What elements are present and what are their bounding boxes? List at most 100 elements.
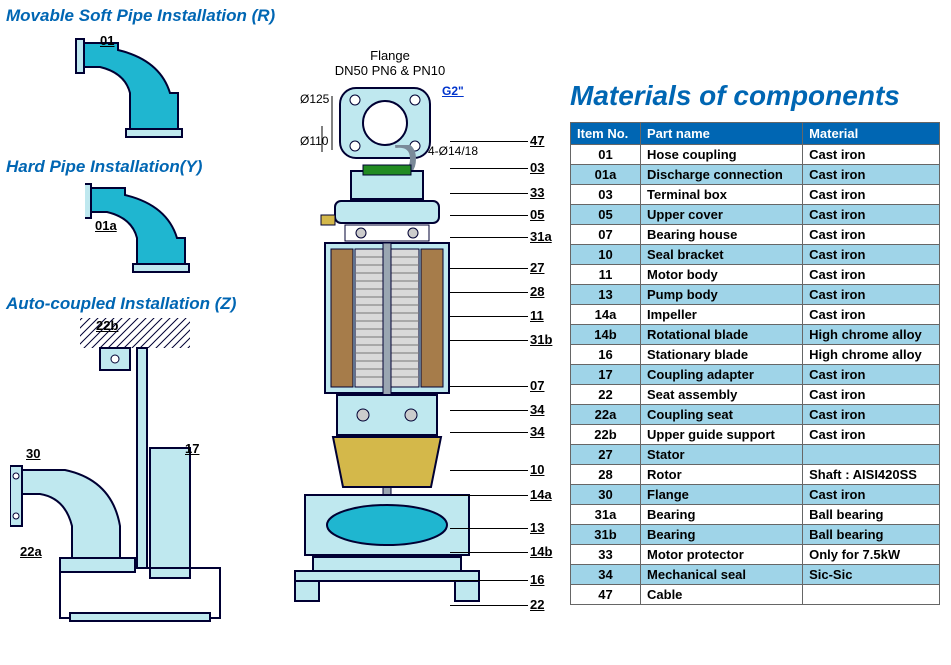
callout-line: [450, 268, 528, 269]
th-part: Part name: [641, 123, 803, 145]
cell-material: Cast iron: [803, 365, 940, 385]
table-row: 27Stator: [571, 445, 940, 465]
cell-part: Seat assembly: [641, 385, 803, 405]
cell-part: Bearing house: [641, 225, 803, 245]
callout-28: 28: [530, 284, 544, 299]
cell-material: Cast iron: [803, 145, 940, 165]
table-row: 01aDischarge connectionCast iron: [571, 165, 940, 185]
table-row: 05Upper coverCast iron: [571, 205, 940, 225]
cell-item: 10: [571, 245, 641, 265]
cell-part: Bearing: [641, 525, 803, 545]
cell-part: Motor protector: [641, 545, 803, 565]
callout-line: [450, 432, 528, 433]
cell-item: 22a: [571, 405, 641, 425]
cell-item: 28: [571, 465, 641, 485]
cell-item: 27: [571, 445, 641, 465]
table-row: 01Hose couplingCast iron: [571, 145, 940, 165]
cell-material: [803, 445, 940, 465]
cell-item: 33: [571, 545, 641, 565]
callout-line: [450, 215, 528, 216]
diagram-pump-cutaway: [255, 145, 515, 645]
callout-line: [450, 470, 528, 471]
callout-line: [450, 168, 528, 169]
cell-part: Stator: [641, 445, 803, 465]
cell-item: 47: [571, 585, 641, 605]
cell-part: Impeller: [641, 305, 803, 325]
label-01: 01: [100, 33, 114, 48]
cell-part: Discharge connection: [641, 165, 803, 185]
label-22b: 22b: [96, 318, 118, 333]
label-17: 17: [185, 441, 199, 456]
cell-part: Upper guide support: [641, 425, 803, 445]
callout-line: [450, 386, 528, 387]
materials-table: Item No. Part name Material 01Hose coupl…: [570, 122, 940, 605]
table-row: 22bUpper guide supportCast iron: [571, 425, 940, 445]
cell-material: Cast iron: [803, 425, 940, 445]
callout-47: 47: [530, 133, 544, 148]
callout-34: 34: [530, 402, 544, 417]
cell-item: 16: [571, 345, 641, 365]
cell-part: Coupling adapter: [641, 365, 803, 385]
callout-line: [450, 292, 528, 293]
callout-05: 05: [530, 207, 544, 222]
cell-part: Bearing: [641, 505, 803, 525]
table-row: 31bBearingBall bearing: [571, 525, 940, 545]
table-row: 17Coupling adapterCast iron: [571, 365, 940, 385]
callout-10: 10: [530, 462, 544, 477]
cell-material: [803, 585, 940, 605]
table-row: 28RotorShaft : AISI420SS: [571, 465, 940, 485]
cell-material: Cast iron: [803, 165, 940, 185]
cell-part: Pump body: [641, 285, 803, 305]
table-row: 03Terminal boxCast iron: [571, 185, 940, 205]
table-row: 33Motor protectorOnly for 7.5kW: [571, 545, 940, 565]
cell-part: Cable: [641, 585, 803, 605]
table-row: 10Seal bracketCast iron: [571, 245, 940, 265]
dim-g2: G2": [442, 84, 464, 98]
callout-31a: 31a: [530, 229, 552, 244]
cell-material: Cast iron: [803, 485, 940, 505]
callout-line: [450, 340, 528, 341]
title-hard-pipe: Hard Pipe Installation(Y): [6, 157, 202, 177]
cell-material: Cast iron: [803, 205, 940, 225]
label-30: 30: [26, 446, 40, 461]
diagram-hard-pipe: 01a: [85, 180, 215, 280]
callout-34: 34: [530, 424, 544, 439]
cell-item: 13: [571, 285, 641, 305]
callout-line: [450, 552, 528, 553]
table-row: 14bRotational bladeHigh chrome alloy: [571, 325, 940, 345]
title-auto-coupled: Auto-coupled Installation (Z): [6, 294, 236, 314]
callout-13: 13: [530, 520, 544, 535]
table-row: 34Mechanical sealSic-Sic: [571, 565, 940, 585]
cell-part: Rotor: [641, 465, 803, 485]
table-row: 47Cable: [571, 585, 940, 605]
callout-07: 07: [530, 378, 544, 393]
table-row: 31aBearingBall bearing: [571, 505, 940, 525]
callout-16: 16: [530, 572, 544, 587]
callout-line: [450, 495, 528, 496]
cell-material: Cast iron: [803, 385, 940, 405]
cell-part: Motor body: [641, 265, 803, 285]
label-22a: 22a: [20, 544, 42, 559]
cell-item: 01a: [571, 165, 641, 185]
cell-part: Mechanical seal: [641, 565, 803, 585]
callout-line: [450, 410, 528, 411]
title-soft-pipe: Movable Soft Pipe Installation (R): [6, 6, 275, 26]
cell-material: High chrome alloy: [803, 325, 940, 345]
diagram-auto-coupled: 22b 30 17 22a: [10, 318, 250, 638]
callout-line: [450, 193, 528, 194]
callout-line: [450, 316, 528, 317]
table-row: 22aCoupling seatCast iron: [571, 405, 940, 425]
callout-31b: 31b: [530, 332, 552, 347]
callout-14b: 14b: [530, 544, 552, 559]
cell-material: Cast iron: [803, 185, 940, 205]
callout-11: 11: [530, 308, 544, 323]
cell-part: Stationary blade: [641, 345, 803, 365]
table-row: 14aImpellerCast iron: [571, 305, 940, 325]
cell-item: 17: [571, 365, 641, 385]
cell-material: Cast iron: [803, 265, 940, 285]
cell-part: Upper cover: [641, 205, 803, 225]
cell-part: Rotational blade: [641, 325, 803, 345]
cell-part: Coupling seat: [641, 405, 803, 425]
cell-material: Ball bearing: [803, 505, 940, 525]
cell-part: Terminal box: [641, 185, 803, 205]
